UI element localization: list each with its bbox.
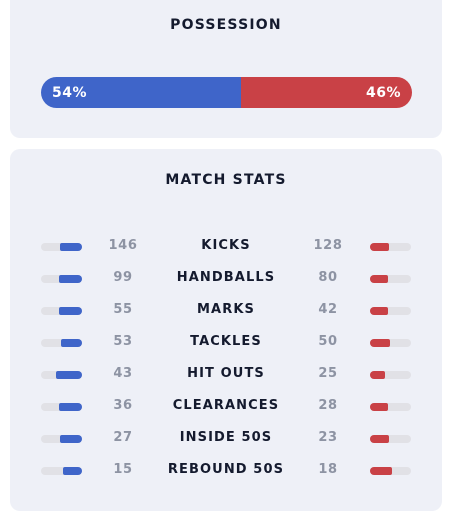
away-stat-value: 25 [318,366,338,381]
away-stat-bar-fill [370,339,390,347]
away-stat-value: 80 [318,270,338,285]
away-stat-bar [370,467,411,475]
away-stat-bar-fill [370,467,393,475]
away-stat-bar-fill [370,371,386,379]
away-stat-bar-fill [370,243,390,251]
away-stat-bar-fill [370,275,389,283]
away-stat-value: 23 [318,430,338,445]
away-stat-bar [370,403,411,411]
stat-label: MARKS [197,302,255,317]
match-stats-title: MATCH STATS [165,172,287,188]
home-stat-value: 146 [108,238,138,253]
stat-label: TACKLES [190,334,262,349]
away-stat-value: 42 [318,302,338,317]
home-stat-value: 27 [113,430,133,445]
possession-title: POSSESSION [170,17,282,33]
stat-row: 55 MARKS 42 [10,301,442,321]
home-stat-value: 43 [113,366,133,381]
home-stat-bar [41,275,82,283]
stat-label: INSIDE 50S [179,430,273,445]
away-stat-bar [370,339,411,347]
stat-row: 27 INSIDE 50S 23 [10,429,442,449]
home-stat-bar [41,307,82,315]
home-stat-bar-fill [58,403,82,411]
away-stat-bar-fill [370,307,388,315]
away-stat-value: 50 [318,334,338,349]
possession-bar: 54% 46% [41,77,412,108]
stat-row: 15 REBOUND 50S 18 [10,461,442,481]
home-stat-bar [41,243,82,251]
home-stat-bar [41,371,82,379]
away-stat-bar-fill [370,435,389,443]
away-stat-value: 28 [318,398,338,413]
stat-label: CLEARANCES [172,398,280,413]
home-stat-value: 99 [113,270,133,285]
home-stat-bar [41,403,82,411]
possession-card: POSSESSION 54% 46% [10,0,442,138]
home-stat-bar-fill [59,435,82,443]
away-stat-bar-fill [370,403,388,411]
home-stat-bar [41,339,82,347]
home-stat-bar-fill [63,467,82,475]
home-stat-bar-fill [58,307,82,315]
away-stat-bar [370,275,411,283]
possession-away-segment: 46% [241,77,412,108]
stat-row: 53 TACKLES 50 [10,333,442,353]
stat-row: 43 HIT OUTS 25 [10,365,442,385]
home-stat-bar-fill [59,275,82,283]
match-stats-card: MATCH STATS 146 KICKS 128 99 HANDBALLS 80 55 MA… [10,149,442,511]
home-stat-bar [41,435,82,443]
possession-home-label: 54% [52,84,88,101]
home-stat-value: 53 [113,334,133,349]
possession-away-label: 46% [365,84,401,101]
away-stat-bar [370,435,411,443]
away-stat-bar [370,243,411,251]
home-stat-value: 36 [113,398,133,413]
stat-label: HANDBALLS [176,270,276,285]
away-stat-bar [370,307,411,315]
home-stat-bar-fill [56,371,82,379]
stat-label: HIT OUTS [187,366,265,381]
away-stat-value: 18 [318,462,338,477]
stat-row: 99 HANDBALLS 80 [10,269,442,289]
stat-row: 36 CLEARANCES 28 [10,397,442,417]
away-stat-bar [370,371,411,379]
home-stat-value: 15 [113,462,133,477]
home-stat-bar [41,467,82,475]
stat-row: 146 KICKS 128 [10,237,442,257]
home-stat-bar-fill [60,243,82,251]
stat-label: KICKS [201,238,251,253]
home-stat-value: 55 [113,302,133,317]
away-stat-value: 128 [313,238,343,253]
possession-home-segment: 54% [41,77,242,108]
home-stat-bar-fill [60,339,82,347]
stat-label: REBOUND 50S [167,462,285,477]
